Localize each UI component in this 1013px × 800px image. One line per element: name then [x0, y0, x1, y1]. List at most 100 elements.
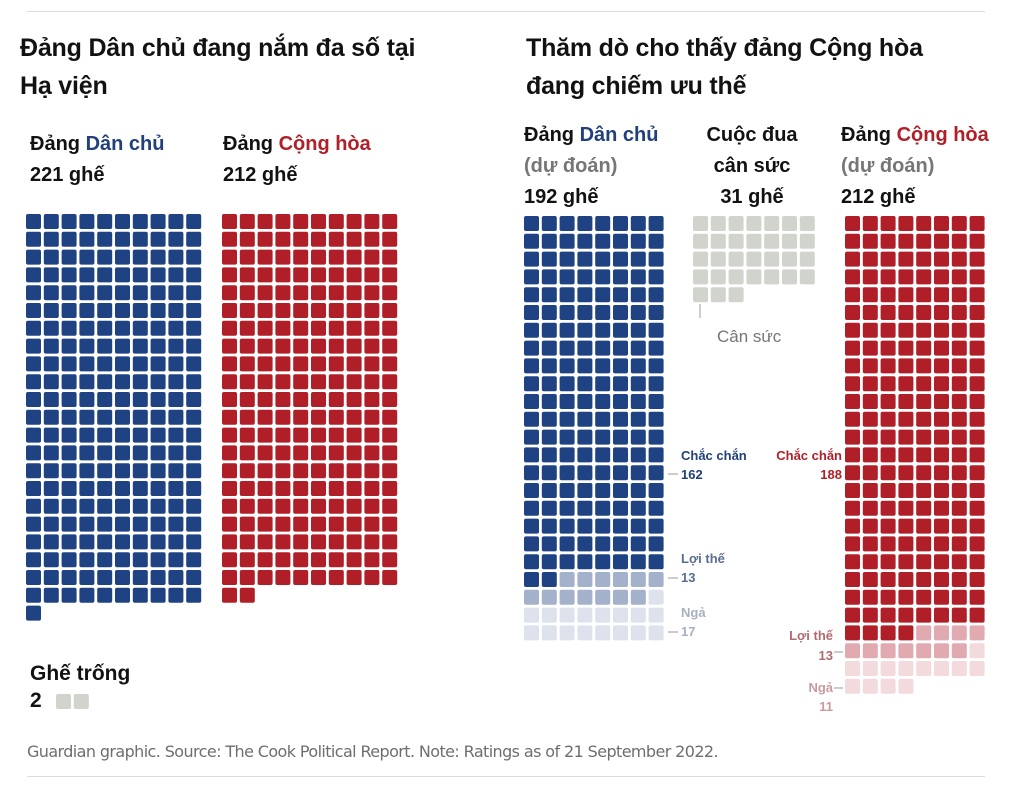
rep-projected-solid-seat: [880, 376, 896, 392]
rep-projected-solid-seat: [969, 269, 985, 285]
rep-projected-solid-seat: [969, 411, 985, 427]
dem-projected-solid-seat: [648, 340, 664, 356]
rep-current-seat: [222, 552, 237, 568]
dem-current-seat: [26, 552, 41, 568]
rep-party-name: Cộng hòa: [896, 124, 989, 146]
rep-projected-solid-seat: [898, 394, 914, 409]
rep-current-seat: [275, 303, 291, 318]
tossup-tossup-seat: [799, 269, 815, 285]
rep-current-seat: [239, 516, 255, 532]
dem-projected-solid-seat: [524, 216, 539, 231]
rep-projected-solid-seat: [880, 465, 896, 481]
rep-projected-solid-seat: [916, 572, 932, 587]
rep-projected-solid-seat: [951, 500, 967, 516]
dem-current-seat: [97, 570, 113, 585]
dem-current-seat: [97, 445, 113, 461]
dem-current-seat: [186, 392, 202, 407]
rep-projected-solid-seat: [916, 500, 932, 516]
rep-current-seat: [382, 249, 398, 265]
rep-projected-lean-seat: [862, 643, 878, 659]
dem-current-seat: [79, 427, 95, 443]
dem-current-seat: [115, 338, 130, 354]
rep-projected-solid-seat: [845, 465, 860, 481]
tossup-tossup-seat: [746, 233, 762, 249]
dem-projected-solid-seat: [630, 358, 646, 374]
dem-current-seat: [115, 409, 130, 425]
dem-current-seat: [79, 534, 95, 550]
rep-projected-solid-seat: [969, 572, 985, 587]
dem-projected-solid-seat: [613, 376, 628, 392]
rep-current-seat: [346, 249, 362, 265]
dem-projected-solid-seat: [541, 269, 557, 285]
rep-current-seat: [293, 356, 309, 372]
rep-current-seat: [293, 267, 309, 283]
dem-party-name: Dân chủ: [85, 133, 165, 155]
dem-current-seat: [186, 427, 202, 443]
dem-current-seat: [168, 338, 184, 354]
dem-projected-solid-seat: [577, 287, 593, 303]
rep-current-seat: [311, 267, 326, 283]
rep-current-seat: [257, 285, 273, 301]
rep-projected-solid-seat: [880, 483, 896, 498]
dem-current-seat: [43, 303, 59, 318]
rep-current-seat: [257, 320, 273, 336]
rep-projected-lean-seat: [916, 643, 932, 659]
rep-projected-solid-seat: [845, 518, 860, 534]
dem-projected-solid-seat: [559, 518, 575, 534]
dem-current-seat: [132, 267, 148, 283]
rep-current-seat: [239, 570, 255, 585]
rep-current-seat: [382, 481, 398, 496]
dem-projected-solid-seat: [541, 518, 557, 534]
dem-current-seat: [61, 267, 77, 283]
dem-current-seat: [43, 231, 59, 247]
rep-projected-solid-seat: [916, 518, 932, 534]
dem-projected-solid-seat: [541, 233, 557, 249]
dem-current-seat: [150, 392, 166, 407]
rep-current-seat: [382, 285, 398, 301]
dem-projected-solid-seat: [630, 465, 646, 481]
dem-projected-solid-seat: [577, 483, 593, 498]
rep-projected-solid-seat: [951, 233, 967, 249]
dem-projected-solid-seat: [559, 554, 575, 570]
rep-projected-solid-seat: [845, 305, 860, 320]
rep-current-seat: [275, 285, 291, 301]
dem-projected-solid-seat: [559, 216, 575, 231]
rep-current-seat: [293, 374, 309, 390]
dem-projected-lean-seat: [613, 572, 628, 587]
rep-projected-solid-seat: [916, 305, 932, 320]
rep-current-seat: [239, 534, 255, 550]
rep-current-seat: [257, 409, 273, 425]
rep-current-seat: [275, 356, 291, 372]
rep-current-seat: [346, 320, 362, 336]
rep-current-seat: [311, 231, 326, 247]
rep-current-seat: [311, 338, 326, 354]
dem-projected-solid-seat: [559, 429, 575, 445]
rep-projected-solid-seat: [934, 500, 949, 516]
dem-projected-lean-seat: [613, 589, 628, 605]
dem-current-seat: [43, 463, 59, 479]
rep-lean-label: Lợi thế: [789, 628, 834, 643]
rep-current-seat: [346, 374, 362, 390]
rep-projected-solid-seat: [845, 216, 860, 231]
dem-current-seat: [61, 463, 77, 479]
rep-current-seat: [257, 374, 273, 390]
rep-current-seat: [293, 249, 309, 265]
dem-projected-solid-seat: [595, 554, 611, 570]
dem-current-seat: [186, 249, 202, 265]
right-dem-header: Đảng Dân chủ (dự đoán) 192 ghế: [524, 120, 658, 213]
rep-current-seat: [364, 552, 380, 568]
rep-projected-solid-seat: [862, 589, 878, 605]
rep-current-seat: [239, 409, 255, 425]
dem-projected-solid-seat: [524, 358, 539, 374]
dem-current-seat: [26, 516, 41, 532]
rep-current-seat: [311, 409, 326, 425]
dem-projected-solid-seat: [630, 429, 646, 445]
rep-current-seat: [222, 570, 237, 585]
dem-current-seat: [115, 498, 130, 514]
dem-projected-solid-seat: [595, 429, 611, 445]
dem-projected-lean-seat: [559, 589, 575, 605]
dem-projected-solid-seat: [524, 376, 539, 392]
rep-projected-solid-seat: [898, 251, 914, 267]
dem-current-seat: [43, 267, 59, 283]
rep-likely-label: Ngả: [808, 680, 833, 695]
